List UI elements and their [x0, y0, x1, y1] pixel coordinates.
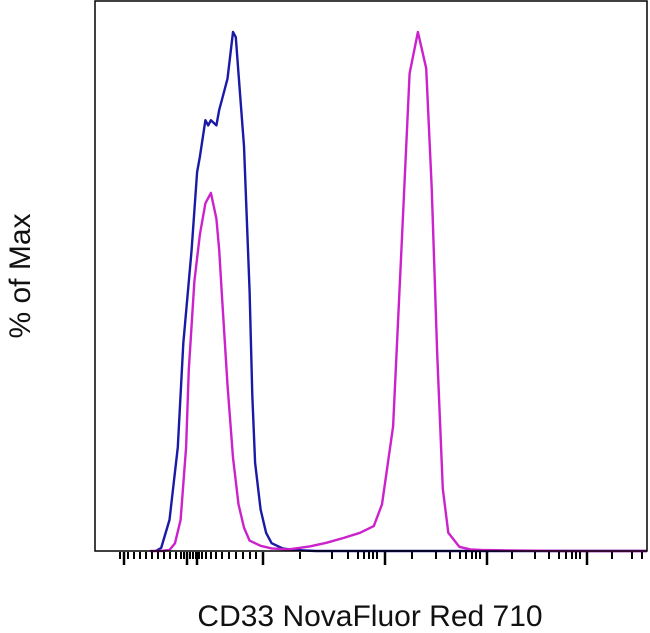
- y-axis-label: % of Max: [4, 213, 37, 338]
- series-layer: [150, 30, 647, 553]
- plot-frame: [94, 0, 648, 552]
- x-axis-label: CD33 NovaFluor Red 710: [197, 600, 542, 633]
- x-axis-ticks: [119, 552, 643, 565]
- histogram-series-2: [150, 30, 647, 553]
- histogram-series-1: [155, 30, 647, 553]
